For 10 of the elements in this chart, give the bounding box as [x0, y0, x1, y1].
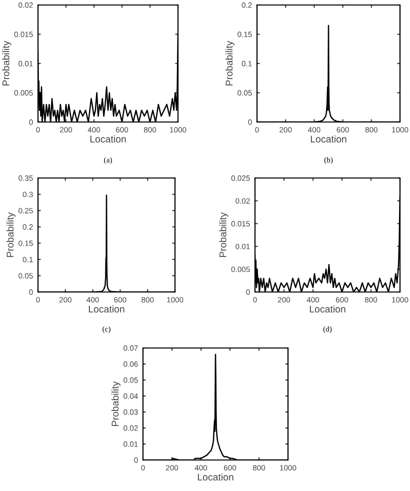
x-axis-title: Location	[310, 305, 346, 313]
x-axis-title: Location	[88, 305, 124, 313]
x-axis-title: Location	[310, 135, 346, 143]
y-axis-title: Probability	[225, 40, 234, 86]
y-axis-title: Probability	[111, 381, 120, 426]
x-axis-title: Location	[198, 473, 234, 481]
y-axis-title: Probability	[219, 212, 228, 257]
y-axis-title: Probability	[2, 40, 12, 86]
x-axis-title: Location	[90, 135, 126, 143]
y-axis-title: Probability	[6, 212, 16, 257]
